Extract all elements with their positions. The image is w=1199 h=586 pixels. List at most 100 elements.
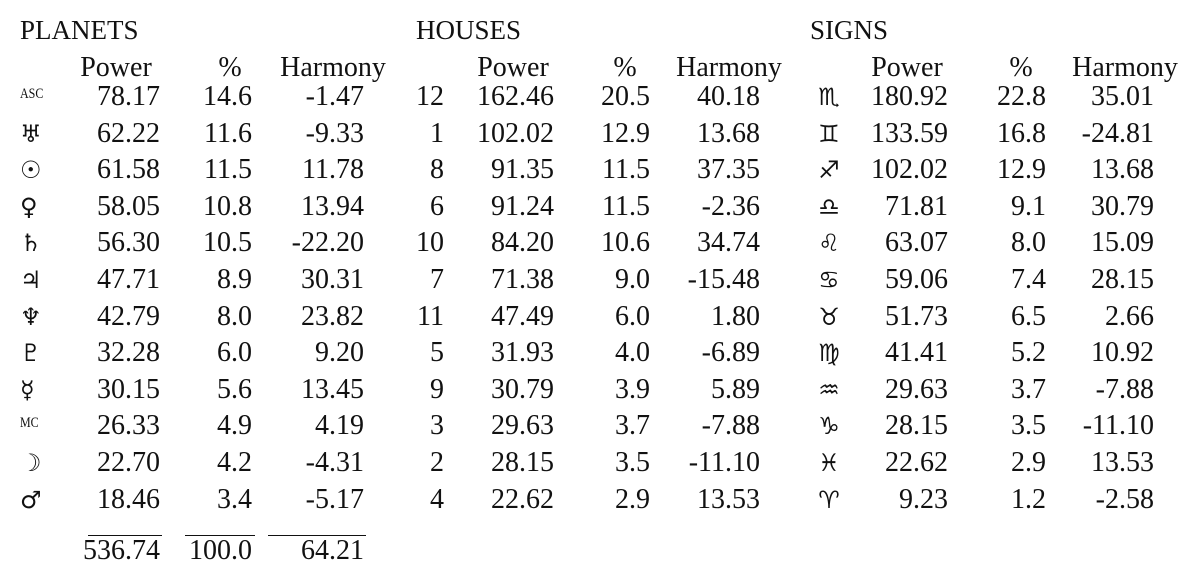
sign-symbol: ♈ <box>818 485 840 514</box>
planets-header-percent: % <box>218 52 242 83</box>
planet-symbol: ♂ <box>20 485 42 514</box>
house-number: 4 <box>430 483 444 515</box>
house-percent: 11.5 <box>602 190 650 222</box>
house-harmony: 1.80 <box>711 300 760 332</box>
sign-symbol: ♋ <box>818 266 840 294</box>
sign-symbol: ♓ <box>818 449 840 477</box>
house-number: 9 <box>430 373 444 405</box>
house-harmony: 13.68 <box>697 117 760 149</box>
planet-power: 56.30 <box>97 227 160 259</box>
sign-harmony: 10.92 <box>1091 337 1154 369</box>
sign-symbol: ♒ <box>818 375 840 404</box>
planet-harmony: 11.78 <box>302 154 364 186</box>
house-number: 6 <box>430 190 444 222</box>
house-number: 10 <box>416 227 444 259</box>
planet-symbol: ☉ <box>20 156 42 185</box>
house-harmony: 37.35 <box>697 154 760 186</box>
sign-harmony: 13.53 <box>1091 447 1154 478</box>
house-power: 30.79 <box>491 373 554 405</box>
planet-percent: 8.9 <box>217 264 252 295</box>
planet-power: 58.05 <box>97 190 160 222</box>
planet-harmony: 9.20 <box>315 337 364 369</box>
sign-harmony: 28.15 <box>1091 264 1154 295</box>
house-percent: 3.9 <box>615 373 650 405</box>
planet-percent: 14.6 <box>203 81 252 112</box>
sign-harmony: 35.01 <box>1091 81 1154 112</box>
planet-power: 18.46 <box>97 483 160 515</box>
planet-power: 30.15 <box>97 373 160 405</box>
planet-harmony: -4.31 <box>305 447 364 478</box>
planet-percent: 4.9 <box>217 410 252 442</box>
house-power: 84.20 <box>491 227 554 259</box>
sign-power: 102.02 <box>871 154 948 186</box>
planets-total-harmony: 64.21 <box>301 535 364 566</box>
sign-percent: 12.9 <box>997 154 1046 186</box>
house-power: 91.24 <box>491 190 554 222</box>
planet-percent: 8.0 <box>217 300 252 332</box>
sign-percent: 22.8 <box>997 81 1046 112</box>
sign-percent: 8.0 <box>1011 227 1046 259</box>
planets-percent-total-rule <box>185 535 255 536</box>
planet-harmony: 13.45 <box>301 373 364 405</box>
house-harmony: 5.89 <box>711 373 760 405</box>
sign-percent: 6.5 <box>1011 300 1046 332</box>
house-percent: 11.5 <box>602 154 650 186</box>
planet-harmony: -22.20 <box>291 227 364 259</box>
sign-harmony: 13.68 <box>1091 154 1154 186</box>
planets-title: PLANETS <box>20 15 139 45</box>
house-harmony: -11.10 <box>688 447 760 478</box>
houses-header-harmony: Harmony <box>676 52 782 83</box>
house-power: 91.35 <box>491 154 554 186</box>
planet-power: 22.70 <box>97 447 160 478</box>
house-power: 28.15 <box>491 447 554 478</box>
planet-harmony: -5.17 <box>305 483 364 515</box>
sign-power: 9.23 <box>899 483 948 515</box>
sign-symbol: ♍ <box>818 339 840 368</box>
house-percent: 12.9 <box>601 117 650 149</box>
sign-power: 59.06 <box>885 264 948 295</box>
house-power: 102.02 <box>477 117 554 149</box>
sign-symbol: ♊ <box>818 119 840 148</box>
planet-percent: 11.6 <box>204 117 252 149</box>
planet-power: 32.28 <box>97 337 160 369</box>
planet-harmony: 4.19 <box>315 410 364 442</box>
planet-symbol: ASC <box>20 86 44 102</box>
house-percent: 3.5 <box>615 447 650 478</box>
signs-title: SIGNS <box>810 15 889 45</box>
sign-power: 51.73 <box>885 300 948 332</box>
house-number: 1 <box>430 117 444 149</box>
planet-percent: 10.5 <box>203 227 252 259</box>
house-percent: 20.5 <box>601 81 650 112</box>
sign-harmony: 30.79 <box>1091 190 1154 222</box>
sign-power: 63.07 <box>885 227 948 259</box>
house-power: 47.49 <box>491 300 554 332</box>
house-number: 2 <box>430 447 444 478</box>
houses-header-power: Power <box>477 52 549 83</box>
houses-title: HOUSES <box>416 15 522 45</box>
sign-power: 180.92 <box>871 81 948 112</box>
house-power: 29.63 <box>491 410 554 442</box>
sign-symbol: ♑ <box>818 412 840 441</box>
house-number: 5 <box>430 337 444 369</box>
planet-symbol: ♄ <box>20 229 42 258</box>
sign-percent: 3.5 <box>1011 410 1046 442</box>
sign-percent: 1.2 <box>1011 483 1046 515</box>
house-harmony: -15.48 <box>687 264 760 295</box>
house-number: 8 <box>430 154 444 186</box>
planet-percent: 5.6 <box>217 373 252 405</box>
sign-percent: 16.8 <box>997 117 1046 149</box>
sign-harmony: -24.81 <box>1081 117 1154 149</box>
sign-harmony: 15.09 <box>1091 227 1154 259</box>
house-harmony: 13.53 <box>697 483 760 515</box>
sign-power: 29.63 <box>885 373 948 405</box>
planet-percent: 4.2 <box>217 447 252 478</box>
house-harmony: -6.89 <box>701 337 760 369</box>
sign-symbol: ♉ <box>818 302 840 331</box>
planet-power: 62.22 <box>97 117 160 149</box>
planet-percent: 10.8 <box>203 190 252 222</box>
sign-symbol: ♐ <box>818 156 840 185</box>
planet-symbol: ♀ <box>20 192 38 221</box>
planet-symbol: ♃ <box>20 266 42 294</box>
sign-percent: 5.2 <box>1011 337 1046 369</box>
sign-symbol: ♌ <box>818 229 840 258</box>
